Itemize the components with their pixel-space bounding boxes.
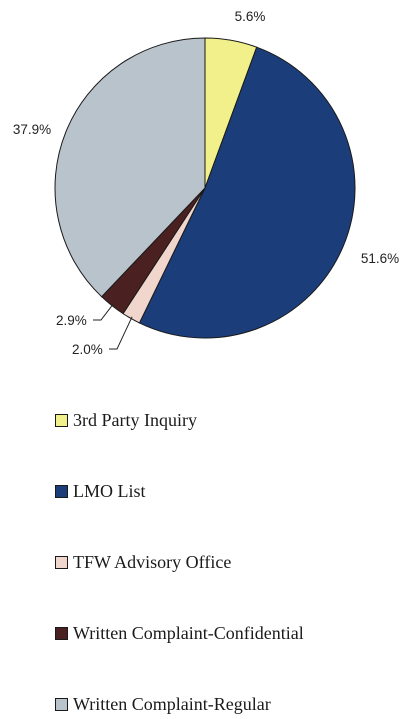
legend-label: LMO List: [73, 480, 146, 501]
pie-data-label: 37.9%: [13, 122, 51, 137]
legend-item-written-complaint-confidential: Written Complaint-Confidential: [55, 621, 304, 645]
pie-labels: 5.6% 51.6% 2.0% 2.9% 37.9%: [13, 9, 399, 357]
pie-data-label: 2.0%: [72, 342, 103, 357]
pie-slices: [54, 37, 356, 339]
legend-item-lmo-list: LMO List: [55, 479, 304, 503]
legend-swatch: [55, 697, 68, 711]
legend-item-written-complaint-regular: Written Complaint-Regular: [55, 692, 304, 716]
pie-leader-line: [109, 316, 133, 350]
pie-data-label: 2.9%: [56, 313, 87, 328]
pie-data-label: 5.6%: [235, 9, 266, 24]
pie-leader-lines: [93, 303, 133, 350]
legend-swatch: [55, 484, 68, 498]
legend-swatch: [55, 555, 68, 569]
legend-label: Written Complaint-Regular: [73, 693, 271, 714]
legend-label: 3rd Party Inquiry: [73, 409, 197, 430]
legend-label: Written Complaint-Confidential: [73, 622, 304, 643]
pie-slice-written-complaint-regular: [54, 37, 206, 298]
legend-item-3rd-party-inquiry: 3rd Party Inquiry: [55, 408, 304, 432]
pie-chart: 5.6% 51.6% 2.0% 2.9% 37.9%: [13, 9, 399, 357]
pie-slice-lmo-list: [138, 46, 356, 339]
pie-leader-line: [93, 303, 114, 321]
legend-label: TFW Advisory Office: [73, 551, 232, 572]
legend-swatch: [55, 413, 68, 427]
legend: 3rd Party Inquiry LMO List TFW Advisory …: [55, 408, 304, 716]
pie-chart-svg: 5.6% 51.6% 2.0% 2.9% 37.9%: [13, 9, 399, 357]
legend-swatch: [55, 626, 68, 640]
pie-data-label: 51.6%: [361, 251, 399, 266]
legend-item-tfw-advisory-office: TFW Advisory Office: [55, 550, 304, 574]
